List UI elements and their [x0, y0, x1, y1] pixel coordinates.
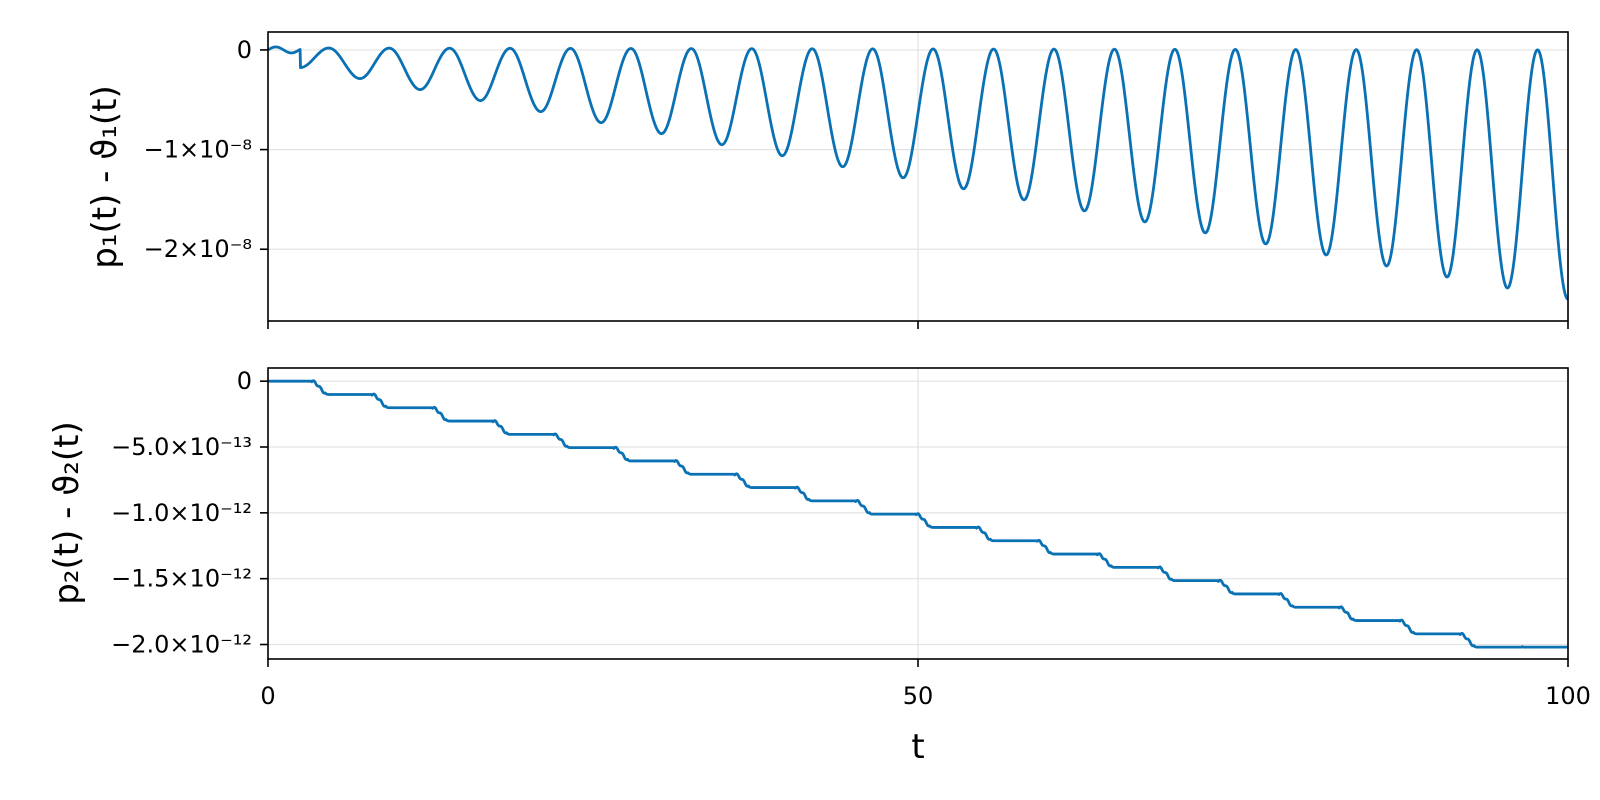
- ytick-label: 0: [237, 36, 252, 64]
- xtick-label: 50: [903, 682, 934, 710]
- top-series-line: [267, 45, 1569, 301]
- ytick-label: −5.0×10⁻¹³: [111, 433, 252, 461]
- bottom-ytick-labels: 0 −5.0×10⁻¹³ −1.0×10⁻¹² −1.5×10⁻¹² −2.0×10⁻¹…: [111, 367, 252, 658]
- ytick-label: −1.5×10⁻¹²: [111, 565, 252, 593]
- bottom-series-line: [267, 379, 1569, 649]
- ytick-label: −2.0×10⁻¹²: [111, 631, 252, 659]
- top-panel: 0 −1×10⁻⁸ −2×10⁻⁸ p₁(t) - ϑ₁(t): [85, 31, 1569, 329]
- bottom-xtick-labels: 0 50 100: [260, 682, 1591, 710]
- top-ylabel: p₁(t) - ϑ₁(t): [85, 85, 125, 269]
- top-ticks: [260, 49, 1569, 329]
- bottom-ylabel: p₂(t) - ϑ₂(t): [47, 421, 87, 605]
- ytick-label: −2×10⁻⁸: [144, 235, 252, 263]
- bottom-ticks: [260, 380, 1569, 667]
- bottom-panel: 0 −5.0×10⁻¹³ −1.0×10⁻¹² −1.5×10⁻¹² −2.0×10⁻¹…: [47, 367, 1591, 767]
- xtick-label: 100: [1545, 682, 1591, 710]
- xtick-label: 0: [260, 682, 275, 710]
- ytick-label: 0: [237, 367, 252, 395]
- top-ytick-labels: 0 −1×10⁻⁸ −2×10⁻⁸: [144, 36, 252, 263]
- ytick-label: −1.0×10⁻¹²: [111, 499, 252, 527]
- x-axis-label: t: [911, 727, 924, 767]
- ytick-label: −1×10⁻⁸: [144, 136, 252, 164]
